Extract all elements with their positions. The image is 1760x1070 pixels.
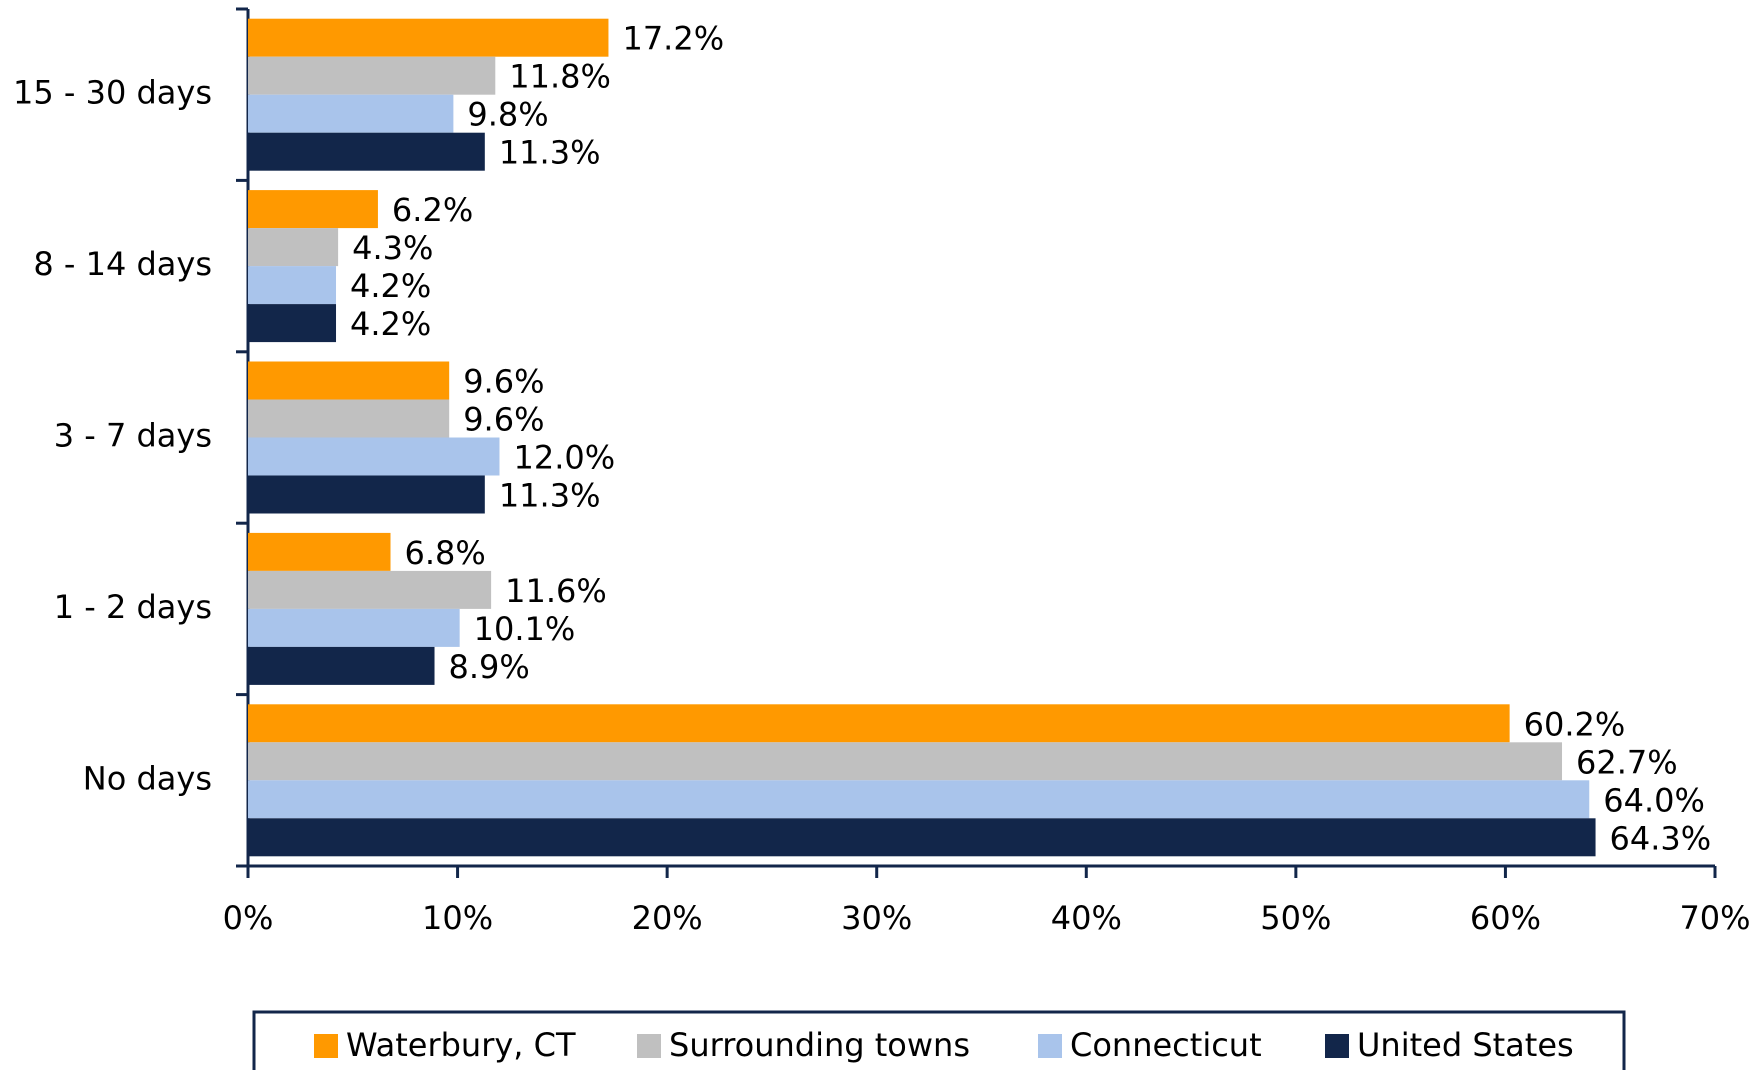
- value-label: 11.3%: [499, 134, 601, 172]
- bar: [248, 437, 500, 476]
- bar: [248, 780, 1590, 819]
- value-label: 9.6%: [463, 363, 544, 401]
- y-tick-label: 8 - 14 days: [33, 245, 212, 283]
- legend-label: United States: [1357, 1026, 1574, 1064]
- value-label: 8.9%: [449, 648, 530, 686]
- legend-label: Connecticut: [1070, 1026, 1262, 1064]
- x-tick-label: 0%: [223, 899, 274, 937]
- bar: [248, 94, 454, 133]
- x-tick-label: 10%: [422, 899, 493, 937]
- value-label: 11.8%: [509, 58, 611, 96]
- value-label: 12.0%: [513, 439, 615, 477]
- value-label: 17.2%: [622, 20, 724, 58]
- bar: [248, 742, 1563, 781]
- y-tick-label: 15 - 30 days: [13, 74, 212, 112]
- value-label: 64.3%: [1610, 819, 1712, 857]
- legend-swatch: [1325, 1034, 1349, 1058]
- value-label: 64.0%: [1603, 781, 1705, 819]
- bar: [248, 475, 485, 514]
- value-label: 10.1%: [474, 610, 576, 648]
- value-label: 4.2%: [350, 305, 431, 343]
- x-tick-label: 20%: [632, 899, 703, 937]
- value-label: 9.8%: [467, 96, 548, 134]
- x-tick-label: 60%: [1470, 899, 1541, 937]
- legend-label: Surrounding towns: [669, 1026, 970, 1064]
- bar: [248, 361, 450, 400]
- legend-label: Waterbury, CT: [346, 1026, 576, 1064]
- y-tick-label: 1 - 2 days: [54, 588, 212, 626]
- bar: [248, 532, 391, 571]
- bar: [248, 608, 460, 647]
- bar: [248, 266, 337, 305]
- y-tick-label: No days: [83, 759, 212, 797]
- bar: [248, 56, 496, 95]
- bar: [248, 399, 450, 438]
- value-label: 4.2%: [350, 267, 431, 305]
- value-label: 11.3%: [499, 477, 601, 515]
- legend-swatch: [314, 1034, 338, 1058]
- x-tick-label: 30%: [841, 899, 912, 937]
- legend-swatch: [1038, 1034, 1062, 1058]
- x-tick-label: 40%: [1051, 899, 1122, 937]
- value-label: 6.2%: [392, 191, 473, 229]
- value-label: 60.2%: [1524, 705, 1626, 743]
- value-label: 6.8%: [405, 534, 486, 572]
- bar: [248, 646, 435, 685]
- bar: [248, 18, 609, 57]
- bar: [248, 704, 1510, 743]
- legend-swatch: [637, 1034, 661, 1058]
- bar: [248, 570, 492, 609]
- value-label: 62.7%: [1576, 743, 1678, 781]
- value-label: 4.3%: [352, 229, 433, 267]
- bar: [248, 818, 1596, 857]
- bar: [248, 228, 339, 267]
- legend-box: [252, 1010, 1626, 1070]
- x-tick-label: 70%: [1679, 899, 1750, 937]
- bar: [248, 132, 485, 171]
- value-label: 11.6%: [505, 572, 607, 610]
- y-tick-label: 3 - 7 days: [54, 417, 212, 455]
- value-label: 9.6%: [463, 401, 544, 439]
- x-tick-label: 50%: [1260, 899, 1331, 937]
- bar: [248, 190, 378, 229]
- bar: [248, 304, 337, 343]
